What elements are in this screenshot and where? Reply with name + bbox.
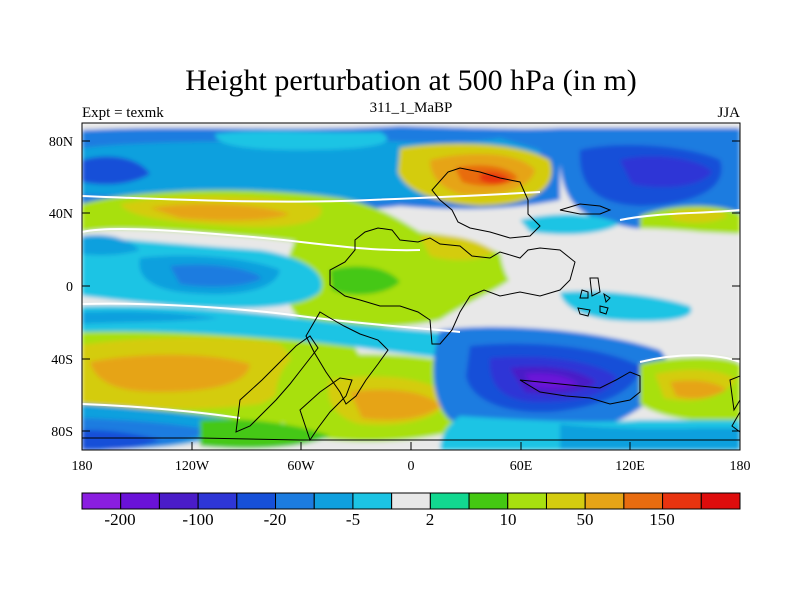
y-tick-label: 40N bbox=[49, 207, 73, 222]
colorbar-swatch bbox=[81, 492, 122, 510]
x-tick-label: 0 bbox=[408, 459, 415, 474]
x-tick-label: 120W bbox=[175, 459, 210, 474]
x-tick-label: 60W bbox=[287, 459, 315, 474]
map-title: Height perturbation at 500 hPa (in m) bbox=[185, 64, 637, 97]
colorbar-swatch bbox=[352, 492, 393, 510]
experiment-label: Expt = texmk bbox=[82, 105, 164, 121]
y-axis bbox=[82, 140, 740, 432]
colorbar-label: -20 bbox=[264, 510, 287, 529]
colorbar-swatch bbox=[313, 492, 354, 510]
colorbar-swatch bbox=[545, 492, 586, 510]
colorbar-swatch bbox=[197, 492, 238, 510]
colorbar-label: 2 bbox=[426, 510, 435, 529]
colorbar-label: -100 bbox=[182, 510, 213, 529]
x-axis bbox=[81, 442, 741, 450]
colorbar bbox=[81, 492, 741, 510]
colorbar-swatch bbox=[662, 492, 702, 510]
y-tick-label: 80N bbox=[49, 135, 73, 150]
season-label: JJA bbox=[717, 105, 740, 121]
x-tick-label: 60E bbox=[510, 459, 533, 474]
x-tick-label: 120E bbox=[615, 459, 645, 474]
case-label: 311_1_MaBP bbox=[370, 100, 453, 116]
colorbar-label: -5 bbox=[346, 510, 360, 529]
x-tick-label: 180 bbox=[730, 459, 751, 474]
colorbar-swatch bbox=[507, 492, 547, 510]
colorbar-swatch bbox=[700, 492, 741, 510]
colorbar-swatch bbox=[275, 492, 315, 510]
colorbar-label: 10 bbox=[500, 510, 517, 529]
colorbar-label: 50 bbox=[577, 510, 594, 529]
x-tick-label: 180 bbox=[72, 459, 93, 474]
colorbar-swatch bbox=[429, 492, 470, 510]
colorbar-swatch bbox=[391, 492, 431, 510]
colorbar-swatch bbox=[236, 492, 277, 510]
colorbar-label: -200 bbox=[104, 510, 135, 529]
y-tick-label: 40S bbox=[51, 353, 73, 368]
colorbar-swatch bbox=[623, 492, 664, 510]
colorbar-swatch bbox=[120, 492, 160, 510]
y-tick-label: 80S bbox=[51, 425, 73, 440]
y-tick-label: 0 bbox=[66, 280, 73, 295]
height-contour-field bbox=[82, 123, 740, 450]
colorbar-label: 150 bbox=[649, 510, 675, 529]
colorbar-swatch bbox=[584, 492, 625, 510]
colorbar-swatch bbox=[158, 492, 199, 510]
colorbar-swatch bbox=[468, 492, 509, 510]
